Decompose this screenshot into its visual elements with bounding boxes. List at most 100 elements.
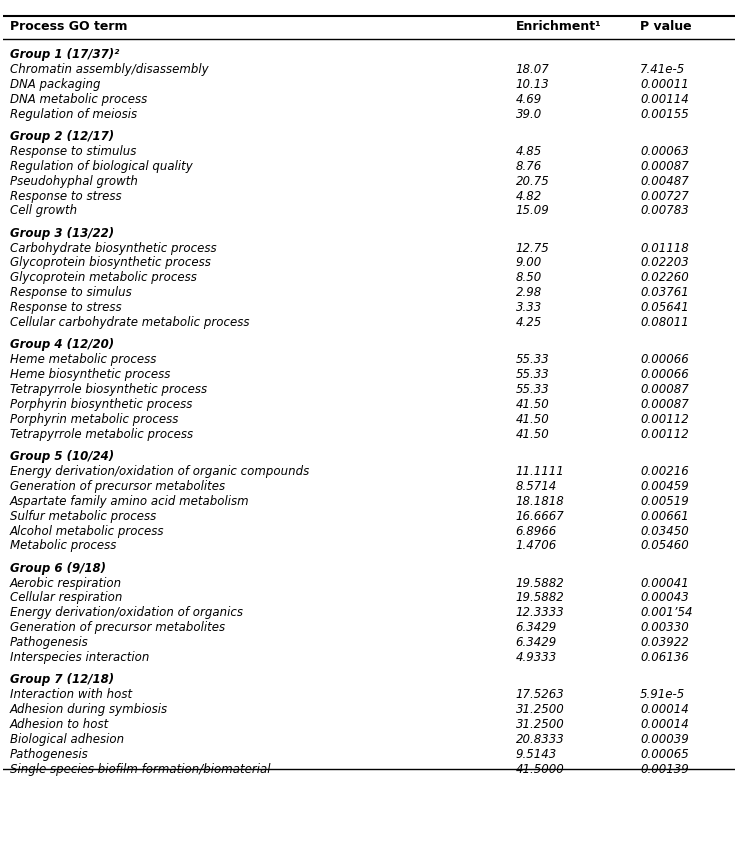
Text: 0.00112: 0.00112 [640,413,689,426]
Text: Generation of precursor metabolites: Generation of precursor metabolites [10,621,225,634]
Text: Energy derivation/oxidation of organics: Energy derivation/oxidation of organics [10,607,243,619]
Text: Biological adhesion: Biological adhesion [10,733,124,746]
Text: 0.00043: 0.00043 [640,591,689,605]
Text: 41.50: 41.50 [515,413,549,426]
Text: 0.08011: 0.08011 [640,316,689,329]
Text: 8.76: 8.76 [515,160,542,172]
Text: Glycoprotein biosynthetic process: Glycoprotein biosynthetic process [10,257,211,269]
Text: 3.33: 3.33 [515,301,542,314]
Text: 4.9333: 4.9333 [515,651,556,664]
Text: Group 3 (13/22): Group 3 (13/22) [10,227,114,239]
Text: 10.13: 10.13 [515,78,549,91]
Text: 0.00087: 0.00087 [640,398,689,411]
Text: 6.8966: 6.8966 [515,524,556,538]
Text: 4.25: 4.25 [515,316,542,329]
Text: 0.05460: 0.05460 [640,540,689,553]
Text: 0.00087: 0.00087 [640,160,689,172]
Text: 15.09: 15.09 [515,204,549,217]
Text: 0.00112: 0.00112 [640,428,689,441]
Text: Single species biofilm formation/biomaterial: Single species biofilm formation/biomate… [10,763,271,776]
Text: 0.00459: 0.00459 [640,480,689,492]
Text: 55.33: 55.33 [515,383,549,396]
Text: Enrichment¹: Enrichment¹ [515,20,601,33]
Text: Porphyrin biosynthetic process: Porphyrin biosynthetic process [10,398,193,411]
Text: 16.6667: 16.6667 [515,510,565,523]
Text: 0.03761: 0.03761 [640,287,689,299]
Text: 0.00727: 0.00727 [640,190,689,202]
Text: 19.5882: 19.5882 [515,577,565,589]
Text: 20.8333: 20.8333 [515,733,565,746]
Text: Cell growth: Cell growth [10,204,77,217]
Text: 12.75: 12.75 [515,242,549,255]
Text: 4.69: 4.69 [515,93,542,106]
Text: Response to stress: Response to stress [10,301,122,314]
Text: 0.00519: 0.00519 [640,495,689,508]
Text: 0.00039: 0.00039 [640,733,689,746]
Text: Adhesion during symbiosis: Adhesion during symbiosis [10,704,168,716]
Text: 39.0: 39.0 [515,108,542,121]
Text: 20.75: 20.75 [515,175,549,188]
Text: 0.05641: 0.05641 [640,301,689,314]
Text: Chromatin assembly/disassembly: Chromatin assembly/disassembly [10,63,209,76]
Text: 0.00661: 0.00661 [640,510,689,523]
Text: Aspartate family amino acid metabolism: Aspartate family amino acid metabolism [10,495,249,508]
Text: 55.33: 55.33 [515,353,549,366]
Text: 0.00041: 0.00041 [640,577,689,589]
Text: P value: P value [640,20,692,33]
Text: 0.02203: 0.02203 [640,257,689,269]
Text: 18.07: 18.07 [515,63,549,76]
Text: 0.00011: 0.00011 [640,78,689,91]
Text: 0.00065: 0.00065 [640,748,689,761]
Text: 0.00014: 0.00014 [640,704,689,716]
Text: Group 7 (12/18): Group 7 (12/18) [10,674,114,686]
Text: 5.91e-5: 5.91e-5 [640,688,686,701]
Text: Pathogenesis: Pathogenesis [10,748,89,761]
Text: DNA metabolic process: DNA metabolic process [10,93,148,106]
Text: 1.4706: 1.4706 [515,540,556,553]
Text: 2.98: 2.98 [515,287,542,299]
Text: Glycoprotein metabolic process: Glycoprotein metabolic process [10,271,197,284]
Text: Cellular carbohydrate metabolic process: Cellular carbohydrate metabolic process [10,316,249,329]
Text: Tetrapyrrole biosynthetic process: Tetrapyrrole biosynthetic process [10,383,207,396]
Text: 0.00087: 0.00087 [640,383,689,396]
Text: Interaction with host: Interaction with host [10,688,132,701]
Text: Metabolic process: Metabolic process [10,540,117,553]
Text: Alcohol metabolic process: Alcohol metabolic process [10,524,165,538]
Text: Regulation of biological quality: Regulation of biological quality [10,160,193,172]
Text: 0.00155: 0.00155 [640,108,689,121]
Text: 0.00783: 0.00783 [640,204,689,217]
Text: 0.00487: 0.00487 [640,175,689,188]
Text: 6.3429: 6.3429 [515,621,556,634]
Text: 31.2500: 31.2500 [515,704,565,716]
Text: 7.41e-5: 7.41e-5 [640,63,686,76]
Text: 41.50: 41.50 [515,398,549,411]
Text: Regulation of meiosis: Regulation of meiosis [10,108,137,121]
Text: 0.00066: 0.00066 [640,368,689,381]
Text: Interspecies interaction: Interspecies interaction [10,651,150,664]
Text: Generation of precursor metabolites: Generation of precursor metabolites [10,480,225,492]
Text: 0.03450: 0.03450 [640,524,689,538]
Text: 0.00139: 0.00139 [640,763,689,776]
Text: Pathogenesis: Pathogenesis [10,637,89,650]
Text: 12.3333: 12.3333 [515,607,565,619]
Text: Group 4 (12/20): Group 4 (12/20) [10,338,114,351]
Text: Heme metabolic process: Heme metabolic process [10,353,156,366]
Text: Response to simulus: Response to simulus [10,287,132,299]
Text: 11.1111: 11.1111 [515,465,565,478]
Text: Pseudohyphal growth: Pseudohyphal growth [10,175,138,188]
Text: Porphyrin metabolic process: Porphyrin metabolic process [10,413,179,426]
Text: 0.00063: 0.00063 [640,145,689,158]
Text: 0.01118: 0.01118 [640,242,689,255]
Text: Response to stress: Response to stress [10,190,122,202]
Text: 6.3429: 6.3429 [515,637,556,650]
Text: 0.06136: 0.06136 [640,651,689,664]
Text: Aerobic respiration: Aerobic respiration [10,577,123,589]
Text: 0.00066: 0.00066 [640,353,689,366]
Text: Sulfur metabolic process: Sulfur metabolic process [10,510,156,523]
Text: 0.00114: 0.00114 [640,93,689,106]
Text: Process GO term: Process GO term [10,20,128,33]
Text: Cellular respiration: Cellular respiration [10,591,123,605]
Text: Tetrapyrrole metabolic process: Tetrapyrrole metabolic process [10,428,193,441]
Text: 0.03922: 0.03922 [640,637,689,650]
Text: 31.2500: 31.2500 [515,718,565,731]
